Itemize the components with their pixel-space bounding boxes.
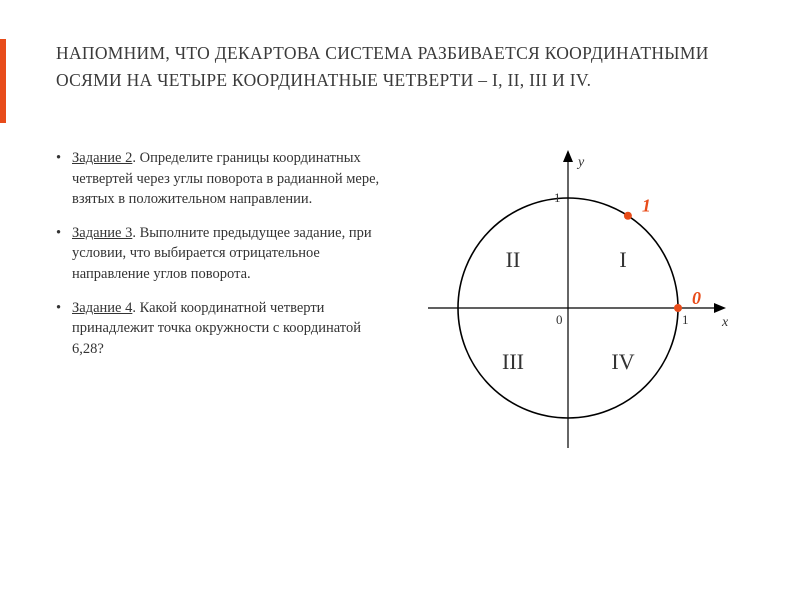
content-row: Задание 2. Определите границы координатн… (50, 148, 750, 488)
svg-text:0: 0 (692, 288, 701, 308)
svg-text:I: I (619, 247, 626, 272)
task-label: Задание 4 (72, 300, 132, 316)
svg-text:0: 0 (556, 312, 563, 327)
tasks-list: Задание 2. Определите границы координатн… (50, 148, 380, 359)
unit-circle-diagram: 011xyIIIIIIIV01 (408, 148, 750, 488)
task-item: Задание 3. Выполните предыдущее задание,… (60, 223, 380, 284)
svg-text:x: x (721, 315, 728, 330)
svg-text:y: y (576, 155, 585, 170)
svg-text:1: 1 (682, 312, 689, 327)
circle-svg: 011xyIIIIIIIV01 (408, 128, 728, 468)
svg-text:II: II (506, 247, 521, 272)
svg-text:1: 1 (642, 196, 651, 216)
svg-text:1: 1 (554, 190, 561, 205)
task-item: Задание 2. Определите границы координатн… (60, 148, 380, 209)
page-title: НАПОМНИМ, ЧТО ДЕКАРТОВА СИСТЕМА РАЗБИВАЕ… (50, 40, 750, 94)
tasks-panel: Задание 2. Определите границы координатн… (50, 148, 380, 488)
accent-bar (0, 39, 6, 123)
svg-text:IV: IV (611, 349, 634, 374)
svg-text:III: III (502, 349, 524, 374)
task-item: Задание 4. Какой координатной четверти п… (60, 298, 380, 359)
task-label: Задание 3 (72, 225, 132, 241)
task-label: Задание 2 (72, 150, 132, 166)
